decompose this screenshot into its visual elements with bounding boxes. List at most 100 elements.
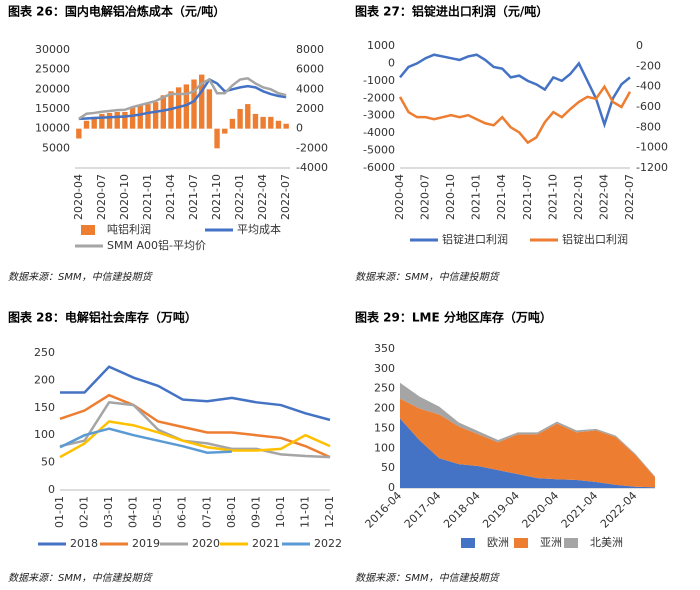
- line: [398, 84, 632, 145]
- legend-label: 2022: [314, 537, 342, 550]
- line: [59, 400, 331, 459]
- legend-label: 北美洲: [590, 536, 623, 549]
- bar: [283, 123, 289, 129]
- x-tick-label: 01-01: [53, 496, 66, 528]
- x-tick-label: 2020-04: [72, 174, 85, 220]
- source-note: 数据来源：SMM，中信建投期货: [8, 271, 154, 283]
- bar: [206, 89, 213, 129]
- bar: [252, 113, 259, 129]
- legend-label: 铝锭进口利润: [442, 232, 508, 246]
- bar: [268, 116, 274, 129]
- line: [59, 393, 331, 459]
- x-tick-label: 09-01: [249, 496, 262, 528]
- bar: [229, 118, 236, 129]
- x-tick-label: 2020-04: [393, 174, 406, 220]
- y2-tick-label: -400: [636, 80, 661, 93]
- x-tick-label: 2020-07: [95, 174, 108, 220]
- y-tick-label: -2000: [363, 91, 395, 104]
- y-tick-label: 50: [381, 461, 395, 474]
- bar: [191, 79, 197, 129]
- y2-tick-label: -800: [636, 120, 661, 133]
- legend-label: 2020: [192, 537, 220, 550]
- bar: [76, 128, 82, 139]
- x-tick-label: 2022-04: [256, 174, 269, 220]
- legend-swatch: [564, 538, 578, 548]
- legend-swatch: [81, 225, 95, 235]
- y2-tick-label: -4000: [296, 161, 328, 174]
- bar: [106, 112, 113, 129]
- x-tick-label: 08-01: [225, 496, 238, 528]
- x-tick-label: 2020-07: [419, 174, 432, 220]
- x-tick-label: 2021-10: [210, 174, 223, 220]
- bar: [237, 109, 243, 129]
- y-tick-label: -3000: [363, 109, 395, 122]
- y2-tick-label: 8000: [296, 43, 324, 56]
- x-tick-label: 2020-04: [519, 489, 561, 531]
- y2-tick-label: -600: [636, 100, 661, 113]
- source-note: 数据来源：SMM，中信建投期货: [355, 271, 501, 283]
- y-tick-label: 350: [374, 342, 395, 355]
- legend-label: 欧洲: [487, 536, 509, 549]
- y2-tick-label: 2000: [296, 102, 324, 115]
- legend-swatch: [461, 538, 475, 548]
- y2-tick-label: -2000: [296, 141, 328, 154]
- line: [399, 53, 631, 129]
- x-tick-label: 2022-04: [597, 174, 610, 220]
- x-tick-label: 2021-01: [141, 174, 154, 220]
- x-tick-label: 11-01: [298, 496, 311, 528]
- bar: [145, 104, 151, 129]
- y-tick-label: 20000: [35, 82, 70, 95]
- bar: [122, 111, 128, 129]
- bar: [152, 102, 159, 129]
- line: [60, 365, 331, 422]
- y-tick-label: -5000: [363, 144, 395, 157]
- y2-tick-label: 4000: [296, 82, 324, 95]
- y2-tick-label: -1000: [636, 141, 668, 154]
- x-tick-label: 04-01: [127, 496, 140, 528]
- x-tick-label: 2022-01: [572, 174, 585, 220]
- bar: [114, 111, 120, 129]
- bar: [99, 113, 105, 129]
- x-tick-label: 2017-04: [402, 489, 444, 531]
- y-tick-label: 250: [374, 382, 395, 395]
- area: [400, 418, 655, 488]
- legend-label: 2018: [70, 537, 98, 550]
- y-tick-label: -4000: [363, 126, 395, 139]
- legend-swatch: [514, 538, 528, 548]
- x-tick-label: 2021-07: [187, 174, 200, 220]
- x-tick-label: 2022-07: [623, 174, 636, 220]
- legend-label: 吨铝利润: [107, 222, 151, 236]
- bar: [91, 116, 97, 129]
- y-tick-label: 50: [41, 456, 55, 469]
- chart-title: 图表 28：电解铝社会库存（万吨）: [8, 310, 197, 325]
- chart-title: 图表 26：国内电解铝冶炼成本（元/吨）: [8, 4, 225, 19]
- y-tick-label: 0: [48, 483, 55, 496]
- x-tick-label: 03-01: [102, 496, 115, 528]
- y-tick-label: 0: [388, 56, 395, 69]
- y-tick-label: 250: [34, 346, 55, 359]
- y-tick-label: 0: [388, 481, 395, 494]
- x-tick-label: 02-01: [78, 496, 91, 528]
- y-tick-label: 200: [34, 373, 55, 386]
- x-tick-label: 12-01: [323, 496, 336, 528]
- x-tick-label: 05-01: [151, 496, 164, 528]
- x-tick-label: 2021-04: [164, 174, 177, 220]
- chart-title: 图表 29：LME 分地区库存（万吨）: [355, 310, 552, 325]
- y-tick-label: -1000: [363, 74, 395, 87]
- chart-title: 图表 27：铝锭进出口利润（元/吨）: [355, 4, 548, 19]
- y-tick-label: 100: [34, 428, 55, 441]
- x-tick-label: 2018-04: [441, 489, 483, 531]
- source-note: 数据来源：SMM，中信建投期货: [8, 572, 154, 584]
- y-tick-label: 15000: [35, 102, 70, 115]
- source-note: 数据来源：SMM，中信建投期货: [355, 572, 501, 584]
- bar: [160, 95, 166, 129]
- y-tick-label: 150: [34, 401, 55, 414]
- area: [400, 398, 655, 488]
- bar: [245, 104, 251, 129]
- bar: [129, 107, 136, 129]
- legend-label: 亚洲: [540, 536, 562, 549]
- y-tick-label: 150: [374, 421, 395, 434]
- y-tick-label: 5000: [42, 141, 70, 154]
- y-tick-label: 1000: [367, 39, 395, 52]
